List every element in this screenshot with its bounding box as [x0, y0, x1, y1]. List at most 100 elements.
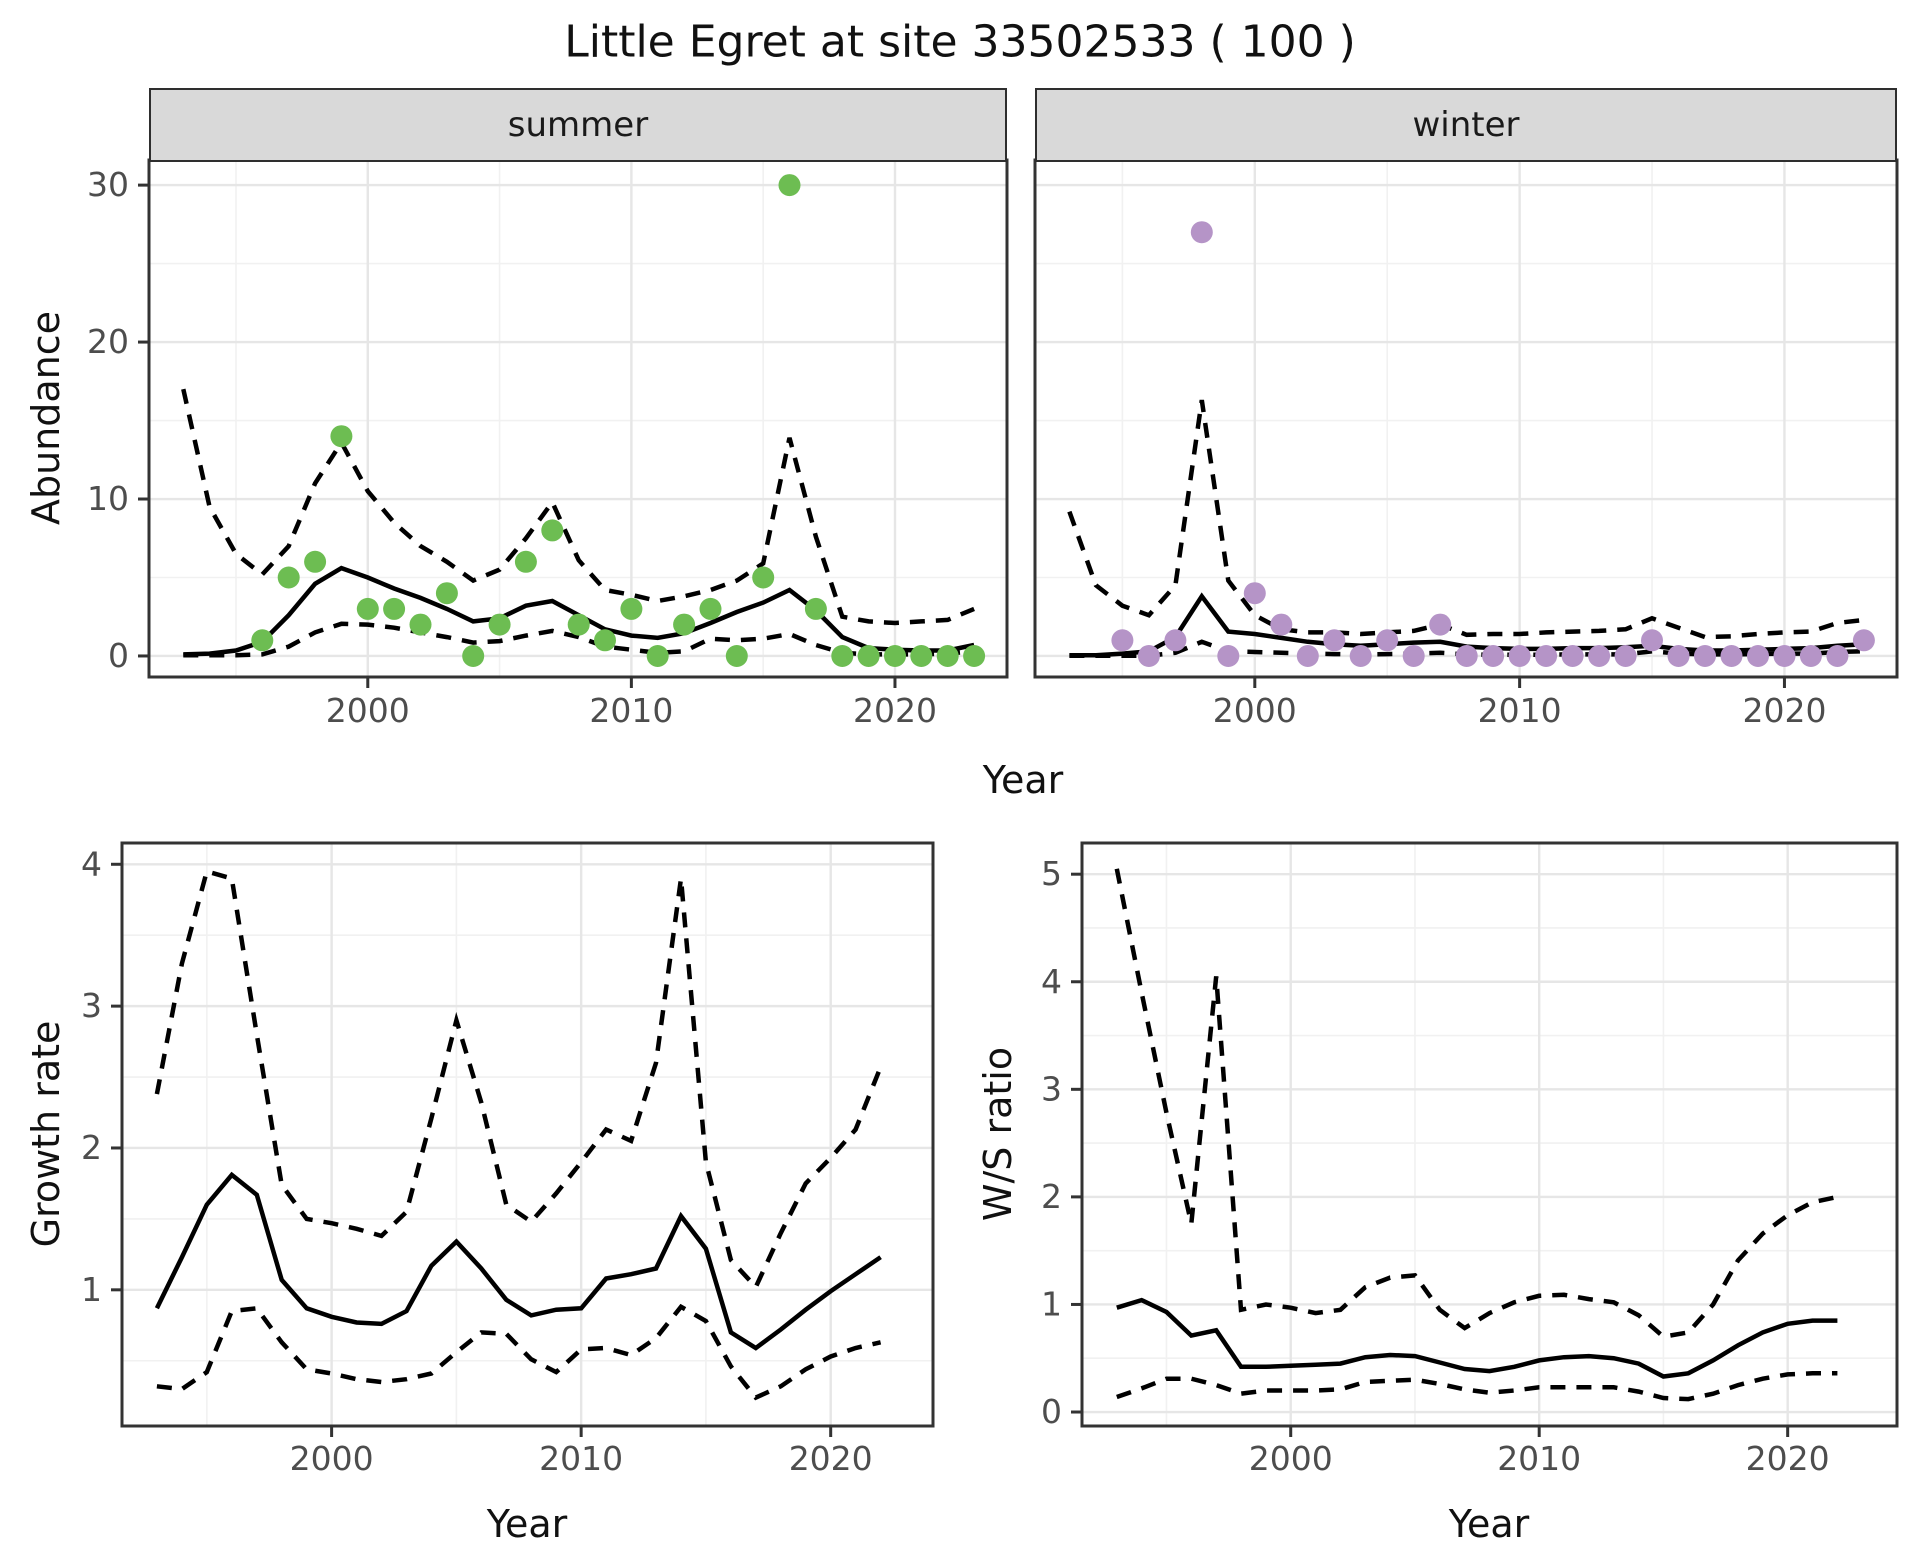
facet-strip-summer-label: summer — [507, 105, 649, 145]
facet-strip-summer: summer — [149, 88, 1007, 162]
data-point — [330, 425, 353, 448]
y-tick-label: 2 — [81, 1128, 102, 1167]
panel-border — [1080, 841, 1899, 1428]
data-point — [594, 629, 616, 652]
data-point — [251, 629, 274, 652]
series-fit — [154, 1171, 882, 1351]
data-point — [1190, 221, 1213, 244]
data-point — [725, 645, 748, 667]
panel-growth-rate: 2000 2010 2020 1 2 3 4 — [81, 841, 935, 1478]
panel-background — [122, 843, 933, 1426]
x-tick-label: 2000 — [1213, 691, 1297, 730]
x-tick-label: 2010 — [539, 1439, 623, 1478]
data-point — [1137, 645, 1160, 667]
x-tick-label: 2010 — [1497, 1439, 1581, 1478]
data-point — [1641, 629, 1663, 652]
x-tick-label: 2020 — [853, 691, 937, 730]
data-point — [1852, 629, 1875, 652]
panel-background — [1082, 843, 1897, 1426]
data-point — [1349, 645, 1372, 667]
data-point — [1296, 645, 1319, 667]
data-point — [857, 645, 880, 667]
data-point — [1111, 629, 1134, 652]
data-point — [620, 597, 643, 620]
x-tick-label: 2020 — [789, 1439, 873, 1478]
series-upper_ci — [1114, 868, 1838, 1340]
facet-strip-winter: winter — [1035, 88, 1897, 162]
series-upper_ci — [181, 388, 975, 626]
panel-background — [1035, 160, 1897, 677]
y-tick-label: 0 — [108, 636, 129, 675]
data-point — [1694, 645, 1716, 667]
x-axis-title-year-top: Year — [982, 758, 1064, 802]
y-tick-label: 30 — [87, 165, 129, 204]
data-point — [1773, 645, 1796, 667]
panel-ws-ratio: 2000 2010 2020 0 1 2 3 4 5 — [1041, 841, 1899, 1478]
x-tick-label: 2010 — [1478, 691, 1562, 730]
x-tick-label: 2020 — [1746, 1439, 1830, 1478]
series-lower_ci — [156, 1303, 882, 1401]
series-lower_ci — [1116, 1371, 1838, 1402]
data-point — [884, 645, 906, 667]
data-point — [1614, 645, 1637, 667]
x-tick-label: 2010 — [589, 691, 673, 730]
data-point — [356, 597, 379, 620]
y-tick-label: 4 — [81, 844, 102, 883]
y-tick-label: 5 — [1041, 854, 1062, 893]
data-point — [1747, 645, 1769, 667]
panel-border — [120, 841, 935, 1428]
data-point — [1455, 645, 1478, 667]
facet-strip-winter-label: winter — [1412, 105, 1520, 145]
series-upper_ci — [1067, 399, 1865, 640]
data-point — [646, 645, 669, 667]
data-point — [1482, 645, 1505, 667]
data-point — [277, 566, 300, 589]
data-point — [1799, 645, 1822, 667]
data-point — [1323, 629, 1346, 652]
data-point — [752, 566, 775, 589]
y-tick-label: 4 — [1041, 962, 1062, 1001]
data-point — [514, 550, 537, 573]
data-point — [304, 550, 327, 573]
data-point — [936, 645, 959, 667]
data-point — [488, 613, 511, 636]
data-point — [804, 597, 827, 620]
panel-background — [149, 160, 1007, 677]
y-tick-label: 10 — [87, 479, 129, 518]
data-point — [831, 645, 854, 667]
y-tick-label: 0 — [1041, 1392, 1062, 1431]
data-point — [1508, 645, 1531, 667]
y-tick-label: 1 — [81, 1270, 102, 1309]
data-point — [1429, 613, 1452, 636]
data-point — [383, 597, 406, 620]
data-point — [462, 645, 485, 667]
y-tick-label: 3 — [81, 986, 102, 1025]
series-upper_ci — [154, 868, 883, 1291]
chart-title: Little Egret at site 33502533 ( 100 ) — [564, 16, 1356, 68]
y-axis-title-ws-ratio: W/S ratio — [976, 1046, 1020, 1222]
data-point — [409, 613, 432, 636]
panel-abundance-summer: 2000 2010 2020 0 10 20 30 — [87, 158, 1009, 730]
data-point — [541, 519, 564, 542]
data-point — [1826, 645, 1849, 667]
data-point — [1376, 629, 1399, 652]
y-tick-label: 1 — [1041, 1284, 1062, 1323]
x-axis-title-year-ws: Year — [1448, 1502, 1530, 1546]
data-point — [435, 582, 458, 605]
data-point — [1588, 645, 1611, 667]
x-axis-title-year-growth: Year — [486, 1502, 568, 1546]
data-point — [1270, 613, 1293, 636]
data-point — [910, 645, 933, 667]
x-tick-label: 2000 — [326, 691, 410, 730]
data-point — [1667, 645, 1690, 667]
y-axis-title-growth-rate: Growth rate — [24, 1020, 68, 1248]
data-point — [1402, 645, 1425, 667]
data-point — [778, 174, 801, 197]
data-point — [1243, 582, 1266, 605]
x-tick-label: 2020 — [1742, 691, 1826, 730]
data-point — [1535, 645, 1558, 667]
x-tick-label: 2000 — [290, 1439, 374, 1478]
y-tick-label: 20 — [87, 322, 129, 361]
